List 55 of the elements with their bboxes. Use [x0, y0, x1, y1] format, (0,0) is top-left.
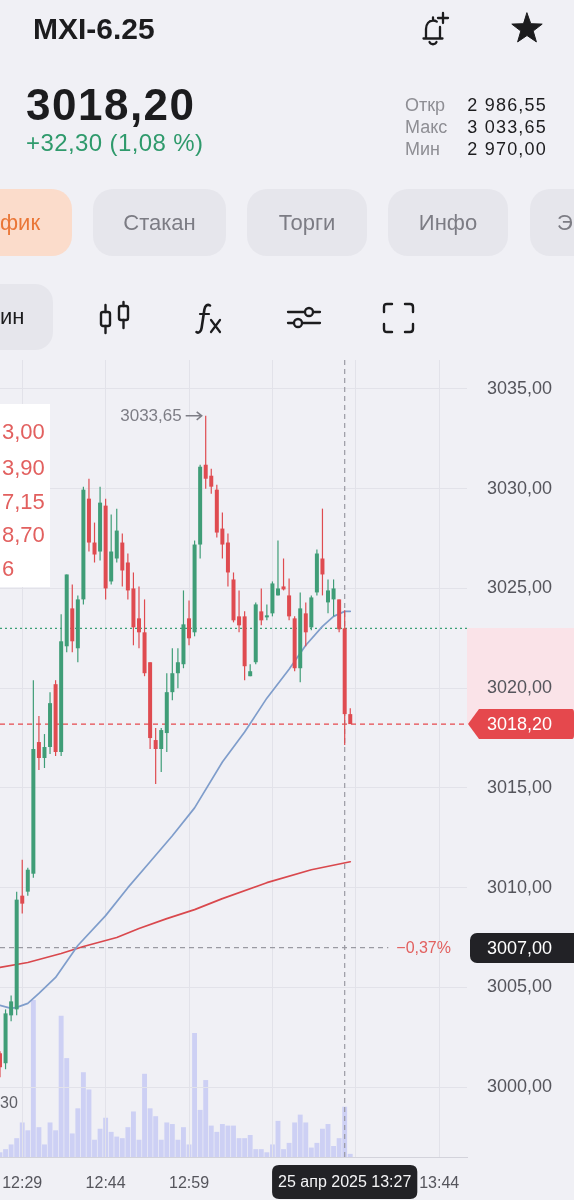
ref-line-label: −0,37%: [396, 938, 451, 956]
text: 3018,20: [26, 80, 196, 130]
x-tick-label: 13:44: [419, 1174, 460, 1192]
text: Макс: [405, 116, 448, 137]
candlestick: [326, 578, 331, 614]
text: 2 986,55: [467, 94, 547, 115]
candlestick: [287, 577, 292, 621]
annotation: 8,70: [2, 522, 45, 548]
y-tick-label: 3020,00: [487, 677, 553, 698]
candlestick: [136, 585, 141, 649]
annotation: 3,00: [2, 419, 45, 445]
candlestick: [20, 859, 25, 915]
annotation: 30: [0, 1093, 18, 1111]
annotation: 3033,65: [120, 405, 182, 425]
text: Откр: [405, 94, 446, 115]
candlestick: [42, 733, 47, 769]
candlestick: [303, 601, 308, 647]
candlestick: [259, 587, 264, 626]
candlestick: [275, 539, 280, 597]
x-tick-label: 12:59: [169, 1174, 210, 1192]
candlestick: [320, 508, 325, 597]
ref-line-label: 25 апр 2025 13:27: [278, 1173, 412, 1191]
y-tick-label: 3035,00: [487, 377, 553, 398]
text: 3007,00: [487, 938, 553, 958]
candlestick: [170, 647, 175, 701]
candlestick: [187, 599, 192, 646]
annotation: 6: [2, 556, 15, 582]
text: Э: [557, 209, 573, 235]
y-tick-label: 3015,00: [487, 776, 553, 797]
text: 3 033,65: [467, 116, 547, 137]
y-tick-label: 3000,00: [487, 1076, 553, 1097]
candlestick: [331, 578, 336, 617]
text: фик: [0, 209, 41, 235]
text: Мин: [405, 138, 440, 159]
text: 2 970,00: [467, 138, 547, 159]
x-tick-label: 12:29: [2, 1174, 43, 1192]
text: Торги: [278, 209, 336, 235]
candlestick: [159, 727, 164, 773]
x-tick-label: 12:44: [85, 1174, 126, 1192]
y-tick-label: 3025,00: [487, 577, 553, 598]
candlestick: [264, 603, 269, 621]
annotation: 3,90: [2, 455, 45, 481]
y-tick-label: 3030,00: [487, 477, 553, 498]
text: ин: [0, 304, 25, 329]
ref-line-label: 3018,20: [487, 714, 553, 735]
candlestick: [153, 727, 158, 785]
text: Стакан: [123, 209, 196, 235]
y-tick-label: 3010,00: [487, 876, 553, 897]
text: +32,30 (1,08 %): [26, 128, 204, 156]
annotation: 7,15: [2, 489, 45, 515]
text: Инфо: [418, 209, 478, 235]
y-tick-label: 3005,00: [487, 976, 553, 997]
candlestick: [92, 521, 97, 564]
candlestick: [281, 557, 286, 592]
chart-title: MXI-6.25: [33, 12, 155, 46]
